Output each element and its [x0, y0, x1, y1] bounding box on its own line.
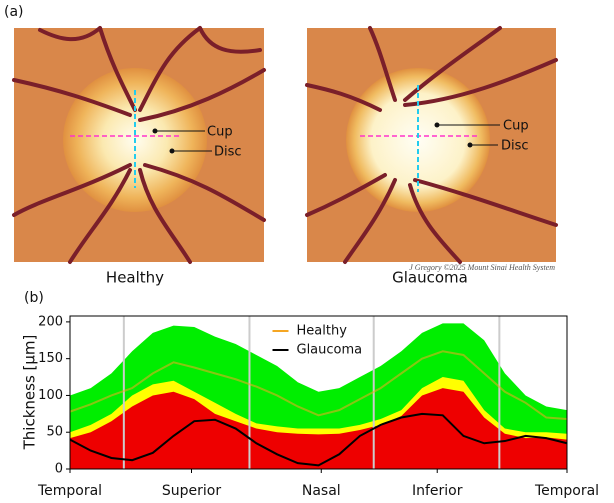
y-tick-label: 150 [38, 351, 63, 366]
y-tick-label: 100 [38, 388, 63, 403]
panel-title: Healthy [106, 269, 164, 287]
legend-label: Glaucoma [297, 343, 363, 358]
panel-title: Glaucoma [392, 269, 468, 287]
panel-label: (a) [4, 4, 24, 20]
x-tick-label: Temporal [37, 483, 102, 499]
y-tick-label: 0 [55, 462, 63, 477]
y-axis-label: Thickness [μm] [21, 335, 39, 451]
x-tick-label: Temporal [534, 483, 599, 499]
disc-label: Disc [214, 145, 242, 160]
y-tick-label: 200 [38, 314, 63, 329]
x-tick-label: Inferior [412, 483, 463, 499]
healthy-illustration [12, 26, 266, 264]
x-tick-label: Nasal [302, 483, 341, 499]
credit: J Gregory ©2025 Mount Sinai Health Syste… [409, 263, 555, 272]
glaucoma-illustration [305, 26, 558, 264]
disc-label: Disc [501, 139, 529, 154]
legend-label: Healthy [297, 324, 348, 339]
series-line [69, 412, 568, 467]
plot-frame [69, 315, 568, 470]
x-tick-label: Superior [162, 483, 221, 499]
panel-label: (b) [24, 290, 44, 306]
series-line [69, 350, 568, 420]
cup-label: Cup [503, 119, 529, 134]
y-tick-label: 50 [46, 425, 63, 440]
cup-label: Cup [207, 125, 233, 140]
band-area [70, 388, 567, 469]
